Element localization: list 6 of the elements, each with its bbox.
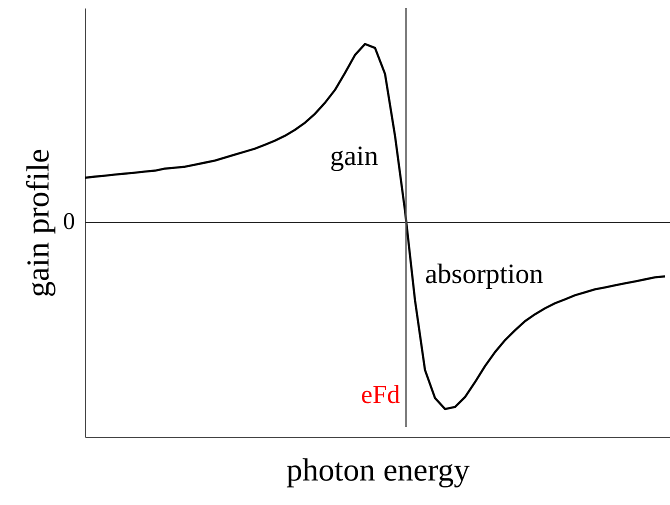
annotation: gain [330,141,378,172]
annotation: eFd [361,380,400,409]
annotation: absorption [425,259,544,290]
y-axis-title: gain profile [20,148,56,298]
x-axis-title: photon energy [286,452,470,488]
text: 0 [63,209,75,235]
